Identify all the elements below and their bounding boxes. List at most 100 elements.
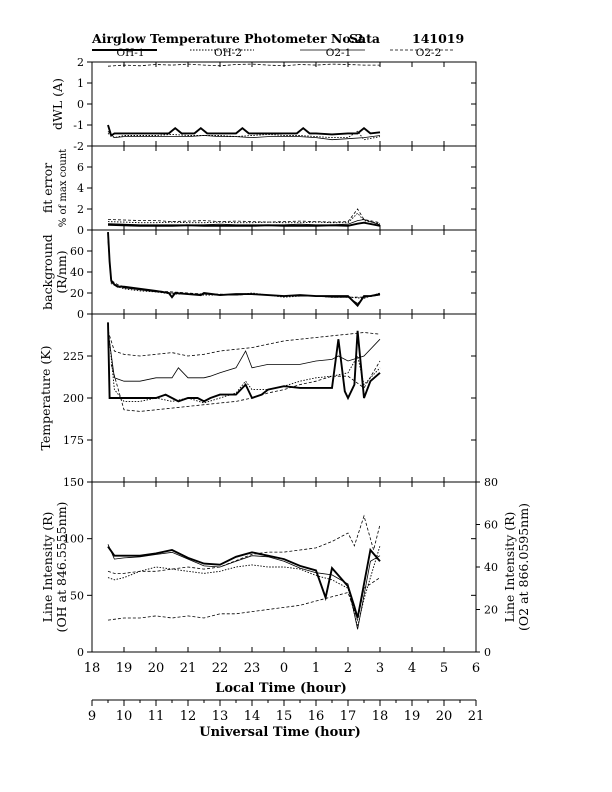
ut-tick-label: 13 — [212, 709, 229, 724]
local-tick-label: 23 — [244, 661, 261, 676]
y-tick-label: 2 — [77, 203, 84, 216]
y-axis-label: dWL (A) — [50, 78, 65, 130]
ut-tick-label: 18 — [372, 709, 389, 724]
date-label: 141019 — [412, 31, 464, 46]
legend-label: OH-1 — [117, 47, 145, 59]
ut-tick-label: 16 — [308, 709, 325, 724]
universal-time-axis-label: Universal Time (hour) — [199, 725, 361, 740]
panel-frame — [91, 229, 477, 315]
y-tick-label: 20 — [70, 287, 84, 300]
y-right-tick-label: 0 — [484, 646, 491, 659]
series-o2-1-line — [107, 545, 381, 627]
panel-fit_error: 6 4 2 0 fit error% of max count — [40, 145, 477, 237]
series-oh-2-line — [107, 330, 381, 382]
series-oh-2-line — [107, 544, 381, 630]
local-tick-label: 2 — [344, 661, 352, 676]
y-tick-label: 0 — [77, 646, 84, 659]
y-tick-label: 200 — [63, 392, 84, 405]
ut-tick-label: 17 — [340, 709, 357, 724]
series-oh-1-line — [107, 124, 381, 137]
local-time-axis: 18 19 20 21 22 23 0 1 2 3 4 5 6 — [84, 661, 480, 676]
ut-tick-label: 19 — [404, 709, 421, 724]
series-o2-2-line — [107, 577, 381, 622]
y-right-tick-label: 60 — [484, 519, 498, 532]
y-tick-label: 60 — [70, 245, 84, 258]
local-tick-label: 0 — [280, 661, 288, 676]
panel-frame — [91, 145, 477, 231]
local-time-axis-label: Local Time (hour) — [215, 681, 347, 696]
series-o2-2-line — [107, 208, 381, 224]
series-o2-2-line — [110, 360, 381, 412]
ut-tick-label: 21 — [468, 709, 485, 724]
legend-label: O2-1 — [326, 47, 352, 59]
chart-title: Airglow Temperature Photometer No.2 — [91, 31, 364, 46]
y-right-axis-label: Line Intensity (R) — [502, 512, 517, 623]
y-right-tick-label: 40 — [484, 561, 498, 574]
series-oh-1-line — [107, 546, 381, 619]
local-tick-label: 21 — [180, 661, 197, 676]
series-o2-1-line — [107, 130, 381, 141]
y-tick-label: -2 — [73, 140, 84, 153]
local-tick-label: 5 — [440, 661, 448, 676]
y-right-tick-label: 80 — [484, 476, 498, 489]
y-axis-label-2: % of max count — [58, 149, 69, 227]
y-tick-label: 4 — [77, 182, 84, 195]
series-o2-2-line — [107, 63, 380, 67]
panel-temperature: 225 200 175 Temperature (K) — [38, 313, 477, 483]
ut-tick-label: 15 — [276, 709, 293, 724]
ut-tick-label: 12 — [180, 709, 197, 724]
local-tick-label: 22 — [212, 661, 229, 676]
series-o2-1-line — [107, 238, 381, 299]
y-tick-label: 0 — [77, 308, 84, 321]
local-tick-label: 18 — [84, 661, 101, 676]
series-o2-2-line — [107, 330, 381, 357]
y-tick-label: 50 — [70, 589, 84, 602]
y-tick-label: 150 — [63, 476, 84, 489]
local-tick-label: 19 — [116, 661, 133, 676]
y-tick-label: 0 — [77, 224, 84, 237]
panel-dwl: 2 1 0 -1 -2 dWL (A) — [50, 56, 477, 153]
series-oh-1-line — [107, 322, 381, 403]
y-tick-label: 40 — [70, 266, 84, 279]
y-tick-label: 225 — [63, 350, 84, 363]
local-tick-label: 1 — [312, 661, 320, 676]
y-tick-label: 0 — [77, 98, 84, 111]
panel-background: 60 40 20 0 background (R/nm) — [40, 229, 477, 321]
y-tick-label: 2 — [77, 56, 84, 69]
y-tick-label: 100 — [63, 533, 84, 546]
local-tick-label: 3 — [376, 661, 384, 676]
local-tick-label: 6 — [472, 661, 480, 676]
ut-tick-label: 11 — [148, 709, 165, 724]
ut-tick-label: 14 — [244, 709, 261, 724]
series-o2-2-line — [107, 236, 381, 298]
y-axis-label: background — [40, 234, 55, 310]
legend: OH-1 OH-2 O2-1 O2-2 — [92, 47, 455, 59]
series-o2-1-line — [107, 325, 381, 404]
y-axis-label: Line Intensity (R) — [40, 512, 55, 623]
local-tick-label: 4 — [408, 661, 416, 676]
ut-tick-label: 20 — [436, 709, 453, 724]
y-axis-label-2: (R/nm) — [54, 250, 69, 293]
station-label: Sata — [349, 31, 380, 46]
y-tick-label: 6 — [77, 161, 84, 174]
legend-label: O2-2 — [416, 47, 442, 59]
y-tick-label: 1 — [77, 77, 84, 90]
y-tick-label: 175 — [63, 434, 84, 447]
ut-tick-label: 9 — [88, 709, 96, 724]
y-tick-label: -1 — [73, 119, 84, 132]
series-o2-1-line — [107, 212, 381, 225]
y-axis-label: fit error — [40, 163, 55, 213]
y-right-tick-label: 20 — [484, 604, 498, 617]
series-oh-1-line — [107, 221, 381, 227]
local-tick-label: 20 — [148, 661, 165, 676]
ut-tick-label: 10 — [116, 709, 133, 724]
series-oh-2-line — [107, 219, 381, 226]
universal-time-axis: 9 10 11 12 13 14 15 16 17 18 19 20 21 — [88, 699, 485, 724]
y-right-axis-label-2: (O2 at 866.0595nm) — [516, 503, 531, 631]
y-axis-label: Temperature (K) — [38, 346, 53, 451]
y-axis-label-2: (OH at 846.5555nm) — [54, 502, 69, 633]
panel-frame — [91, 481, 477, 653]
